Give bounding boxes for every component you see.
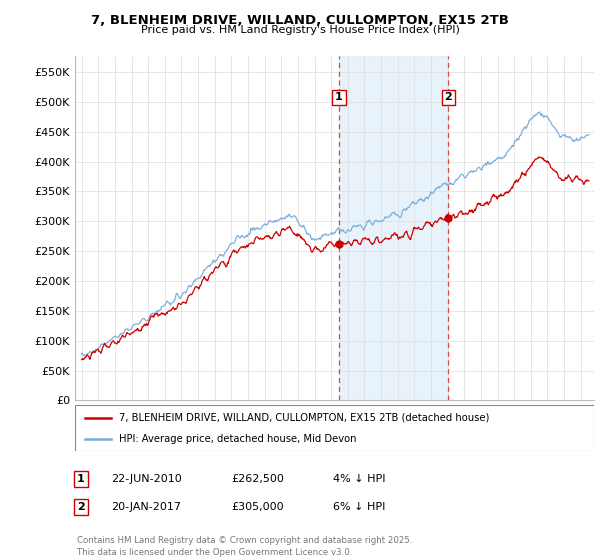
Text: 1: 1 (335, 92, 343, 102)
Text: 1: 1 (77, 474, 85, 484)
Text: 2: 2 (77, 502, 85, 512)
Text: 4% ↓ HPI: 4% ↓ HPI (333, 474, 386, 484)
Text: 20-JAN-2017: 20-JAN-2017 (111, 502, 181, 512)
Text: Contains HM Land Registry data © Crown copyright and database right 2025.
This d: Contains HM Land Registry data © Crown c… (77, 536, 412, 557)
Text: 7, BLENHEIM DRIVE, WILLAND, CULLOMPTON, EX15 2TB (detached house): 7, BLENHEIM DRIVE, WILLAND, CULLOMPTON, … (119, 413, 490, 423)
Text: 6% ↓ HPI: 6% ↓ HPI (333, 502, 385, 512)
Text: Price paid vs. HM Land Registry's House Price Index (HPI): Price paid vs. HM Land Registry's House … (140, 25, 460, 35)
Text: 22-JUN-2010: 22-JUN-2010 (111, 474, 182, 484)
Text: 7, BLENHEIM DRIVE, WILLAND, CULLOMPTON, EX15 2TB: 7, BLENHEIM DRIVE, WILLAND, CULLOMPTON, … (91, 14, 509, 27)
Text: £262,500: £262,500 (231, 474, 284, 484)
Text: HPI: Average price, detached house, Mid Devon: HPI: Average price, detached house, Mid … (119, 435, 356, 444)
Text: 2: 2 (445, 92, 452, 102)
Text: £305,000: £305,000 (231, 502, 284, 512)
